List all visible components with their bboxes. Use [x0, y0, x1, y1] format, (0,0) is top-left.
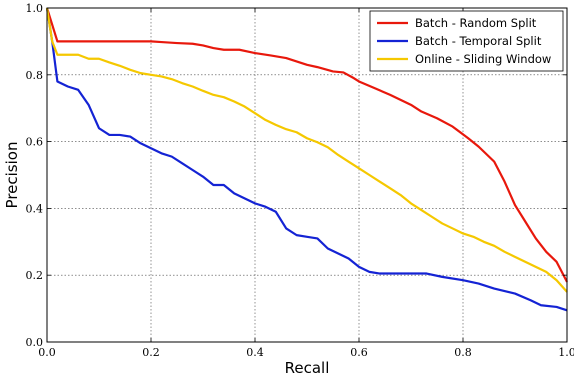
y-tick-label: 0.4 — [26, 202, 44, 215]
y-tick-label: 0.0 — [26, 336, 44, 349]
series-line-2 — [45, 7, 568, 312]
x-tick-label: 0.2 — [142, 346, 160, 359]
grid-lines — [47, 8, 567, 342]
x-tick-label: 1.0 — [558, 346, 574, 359]
series-line-1 — [45, 7, 568, 283]
legend-label: Batch - Random Split — [415, 16, 537, 30]
x-tick-label: 0.0 — [38, 346, 56, 359]
y-tick-label: 1.0 — [26, 2, 44, 15]
legend: Batch - Random Split Batch - Temporal Spl… — [369, 10, 564, 72]
y-tick-label: 0.2 — [26, 269, 44, 282]
y-axis-label: Precision — [3, 142, 21, 209]
y-tick-label: 0.8 — [26, 69, 44, 82]
y-tick-label: 0.6 — [26, 136, 44, 149]
x-axis-label: Recall — [285, 359, 330, 377]
plot-frame — [46, 7, 568, 343]
series-line-3 — [45, 7, 568, 293]
legend-label: Batch - Temporal Split — [415, 34, 542, 48]
series-lines — [45, 7, 568, 312]
x-tick-label: 0.4 — [246, 346, 264, 359]
x-tick-label: 0.6 — [350, 346, 368, 359]
axis-ticks: 0.0 0.2 0.4 0.6 0.8 1.0 0.0 0.2 0.4 0.6 0.8 1.0 — [26, 2, 574, 359]
x-tick-label: 0.8 — [454, 346, 472, 359]
legend-label: Online - Sliding Window — [415, 52, 551, 66]
